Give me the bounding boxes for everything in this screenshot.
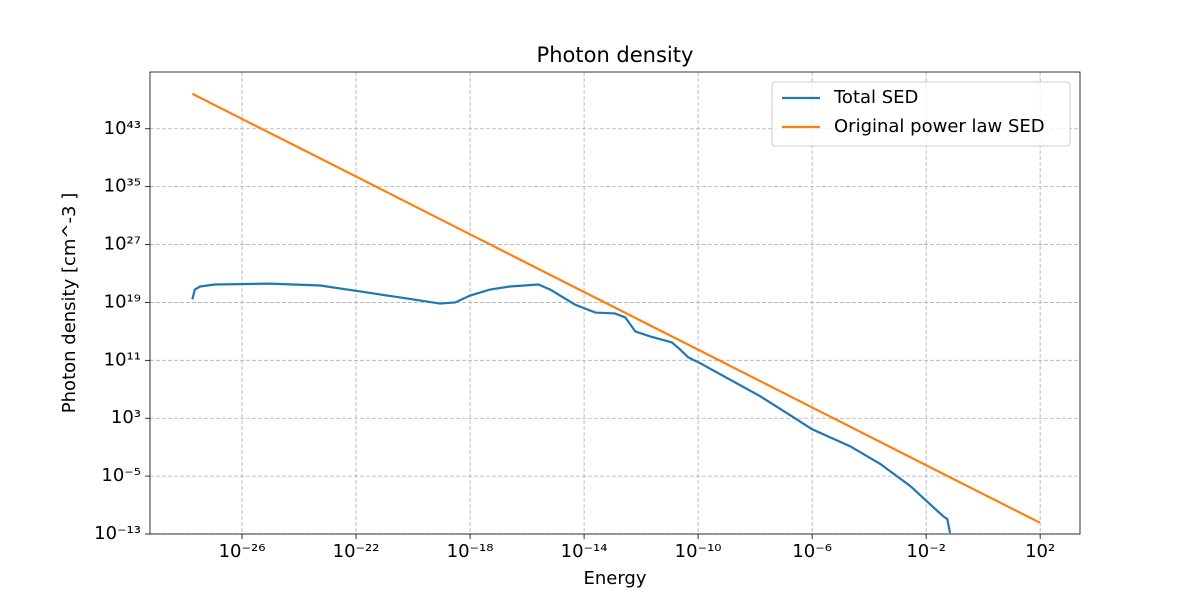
x-tick-label: 10² — [1025, 541, 1055, 562]
y-tick-label: 10¹⁹ — [104, 291, 141, 312]
y-tick-label: 10³ — [111, 407, 141, 428]
y-tick-label: 10³⁵ — [104, 176, 141, 197]
x-tick-label: 10⁻² — [906, 541, 946, 562]
x-tick-label: 10⁻²² — [333, 541, 380, 562]
y-tick-label: 10¹¹ — [104, 349, 141, 370]
legend-box — [771, 81, 1071, 147]
y-axis-label: Photon density [cm^-3 ] — [59, 193, 80, 413]
y-tick-label: 10⁻¹³ — [94, 523, 141, 544]
legend-label: Total SED — [833, 87, 918, 108]
series-line — [191, 92, 1041, 524]
legend: Total SED Original power law SED — [771, 81, 1071, 147]
legend-label: Original power law SED — [834, 116, 1045, 137]
chart-title: Photon density — [537, 43, 694, 67]
plot-frame — [149, 71, 1081, 535]
y-tick-label: 10⁴³ — [104, 118, 141, 139]
series-line — [191, 282, 952, 534]
x-tick-label: 10⁻²⁶ — [219, 541, 266, 562]
x-tick-label: 10⁻⁶ — [792, 541, 832, 562]
plot-lines — [191, 92, 1041, 534]
x-tick-label: 10⁻¹⁴ — [561, 541, 608, 562]
y-tick-label: 10²⁷ — [104, 234, 141, 255]
x-axis-label: Energy — [583, 568, 646, 589]
x-tick-label: 10⁻¹⁸ — [447, 541, 494, 562]
x-tick-label: 10⁻¹⁰ — [675, 541, 722, 562]
y-tick-label: 10⁻⁵ — [101, 465, 141, 486]
